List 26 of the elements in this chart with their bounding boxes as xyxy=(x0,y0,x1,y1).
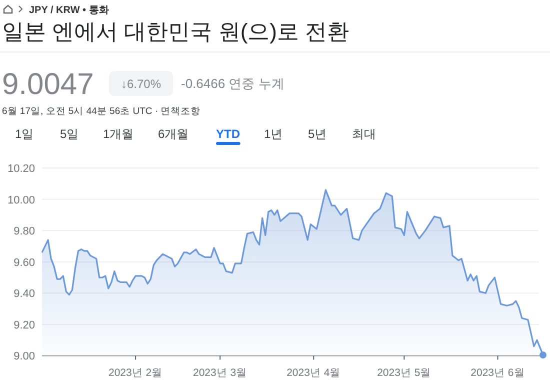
text: 1년 xyxy=(264,127,283,141)
y-tick-label: 9.40 xyxy=(14,288,35,300)
y-tick-label: 10.00 xyxy=(7,194,35,206)
y-tick-label: 9.00 xyxy=(14,350,35,363)
y-tick-label: 10.20 xyxy=(7,163,35,175)
x-tick-label: 2023년 6월 xyxy=(470,367,525,379)
text: 1개월 xyxy=(103,127,134,141)
x-tick-label: 2023년 2월 xyxy=(108,367,163,379)
x-tick-label: 2023년 3월 xyxy=(193,367,248,379)
y-tick-label: 9.60 xyxy=(14,256,35,269)
text: 6월 17일, 오전 5시 44분 56초 UTC · 면책조항 xyxy=(2,106,201,117)
text: 5년 xyxy=(308,127,327,141)
y-tick-label: 9.80 xyxy=(14,226,35,238)
text: 9.0047 xyxy=(2,68,94,101)
x-tick-label: 2023년 4월 xyxy=(286,367,341,379)
text: 6개월 xyxy=(158,127,189,141)
text: ↓6.70% xyxy=(120,77,162,91)
text: YTD xyxy=(216,127,240,141)
text: 5일 xyxy=(60,127,79,141)
text: JPY / KRW • 통화 xyxy=(29,5,109,16)
y-tick-label: 9.20 xyxy=(14,319,35,332)
x-tick-label: 2023년 5월 xyxy=(377,367,432,379)
chart-title: 일본 엔에서 대한민국 원(으)로 전환 xyxy=(2,19,350,44)
text: 1일 xyxy=(15,127,34,141)
text: -0.6466 연중 누계 xyxy=(181,76,284,91)
text: 최대 xyxy=(352,127,376,141)
